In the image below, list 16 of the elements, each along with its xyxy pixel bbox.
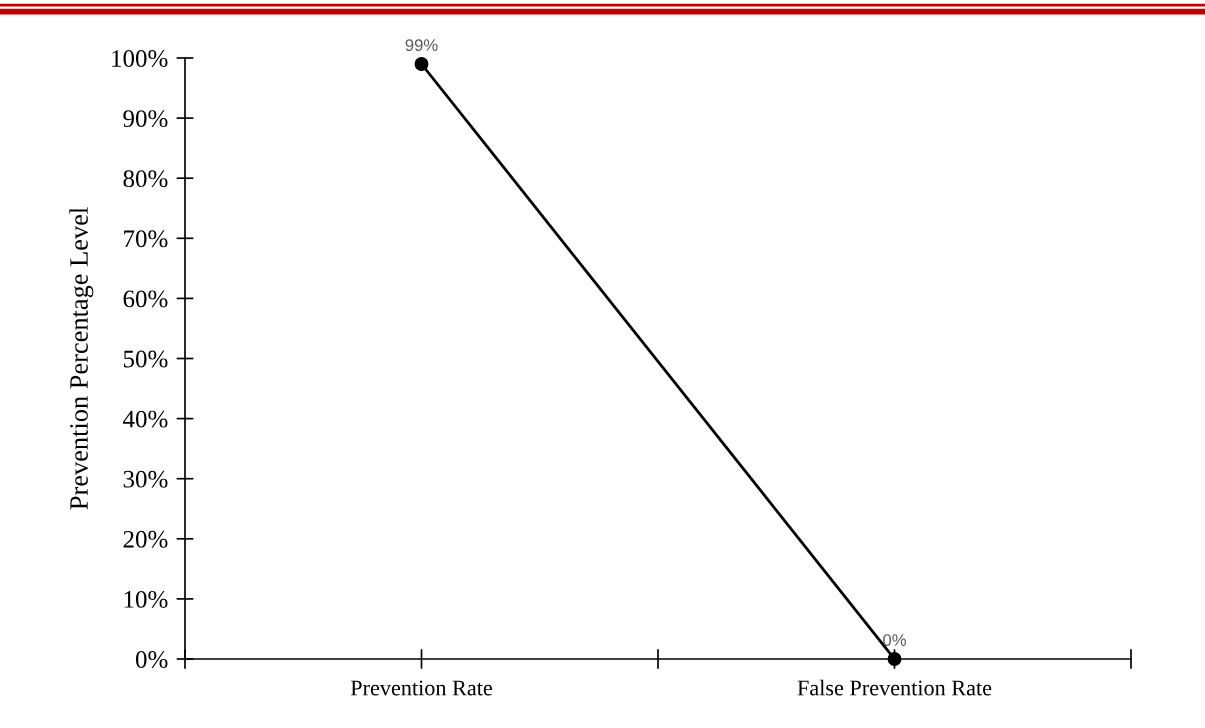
y-tick-label: 30% xyxy=(123,470,168,488)
y-tick-label: 10% xyxy=(124,590,168,608)
data-label: 0% xyxy=(883,634,906,646)
data-label: 99% xyxy=(405,39,438,51)
y-tick-label: 0% xyxy=(135,651,168,668)
y-axis-title: Prevention Percentage Level xyxy=(69,207,94,510)
x-tick-label: False Prevention Rate xyxy=(797,679,992,696)
y-tick-label: 60% xyxy=(123,290,168,308)
y-tick-label: 80% xyxy=(123,170,168,188)
y-tick-label: 20% xyxy=(123,530,168,548)
y-tick-label: 70% xyxy=(124,230,168,248)
y-tick-label: 90% xyxy=(123,110,168,128)
y-tick-label: 100% xyxy=(112,50,168,67)
x-tick-label: Prevention Rate xyxy=(350,680,493,696)
y-tick-label: 40% xyxy=(123,410,168,428)
y-tick-label: 50% xyxy=(123,350,168,368)
